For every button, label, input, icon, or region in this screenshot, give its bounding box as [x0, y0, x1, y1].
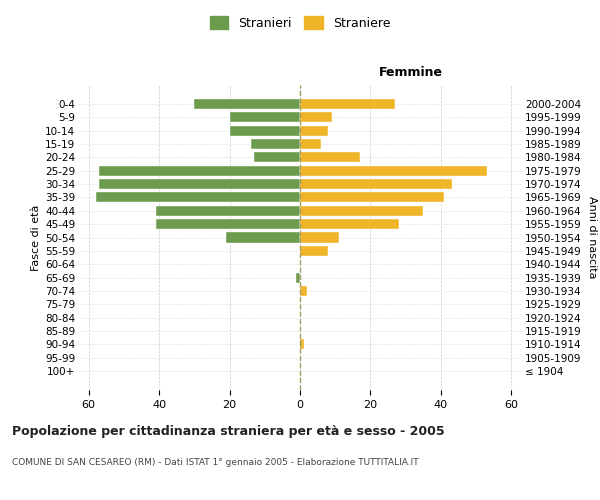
Bar	[194, 99, 300, 109]
Bar	[300, 232, 339, 242]
Bar	[300, 219, 398, 229]
Bar	[300, 206, 424, 216]
Legend: Stranieri, Straniere: Stranieri, Straniere	[209, 16, 391, 30]
Text: COMUNE DI SAN CESAREO (RM) - Dati ISTAT 1° gennaio 2005 - Elaborazione TUTTITALI: COMUNE DI SAN CESAREO (RM) - Dati ISTAT …	[12, 458, 419, 467]
Bar	[95, 192, 300, 202]
Bar	[155, 206, 300, 216]
Bar	[300, 152, 360, 162]
Bar	[300, 99, 395, 109]
Bar	[230, 112, 300, 122]
Bar	[226, 232, 300, 242]
Bar	[230, 126, 300, 136]
Bar	[251, 139, 300, 149]
Bar	[300, 340, 304, 349]
Bar	[254, 152, 300, 162]
Bar	[99, 179, 300, 189]
Y-axis label: Anni di nascita: Anni di nascita	[587, 196, 597, 279]
Text: Popolazione per cittadinanza straniera per età e sesso - 2005: Popolazione per cittadinanza straniera p…	[12, 425, 445, 438]
Bar	[300, 286, 307, 296]
Bar	[99, 166, 300, 175]
Bar	[300, 166, 487, 175]
Bar	[300, 112, 332, 122]
Y-axis label: Fasce di età: Fasce di età	[31, 204, 41, 270]
Bar	[300, 192, 445, 202]
Bar	[300, 139, 321, 149]
Text: Femmine: Femmine	[379, 66, 443, 79]
Bar	[296, 272, 300, 282]
Bar	[155, 219, 300, 229]
Bar	[300, 179, 452, 189]
Bar	[300, 126, 328, 136]
Bar	[300, 246, 328, 256]
